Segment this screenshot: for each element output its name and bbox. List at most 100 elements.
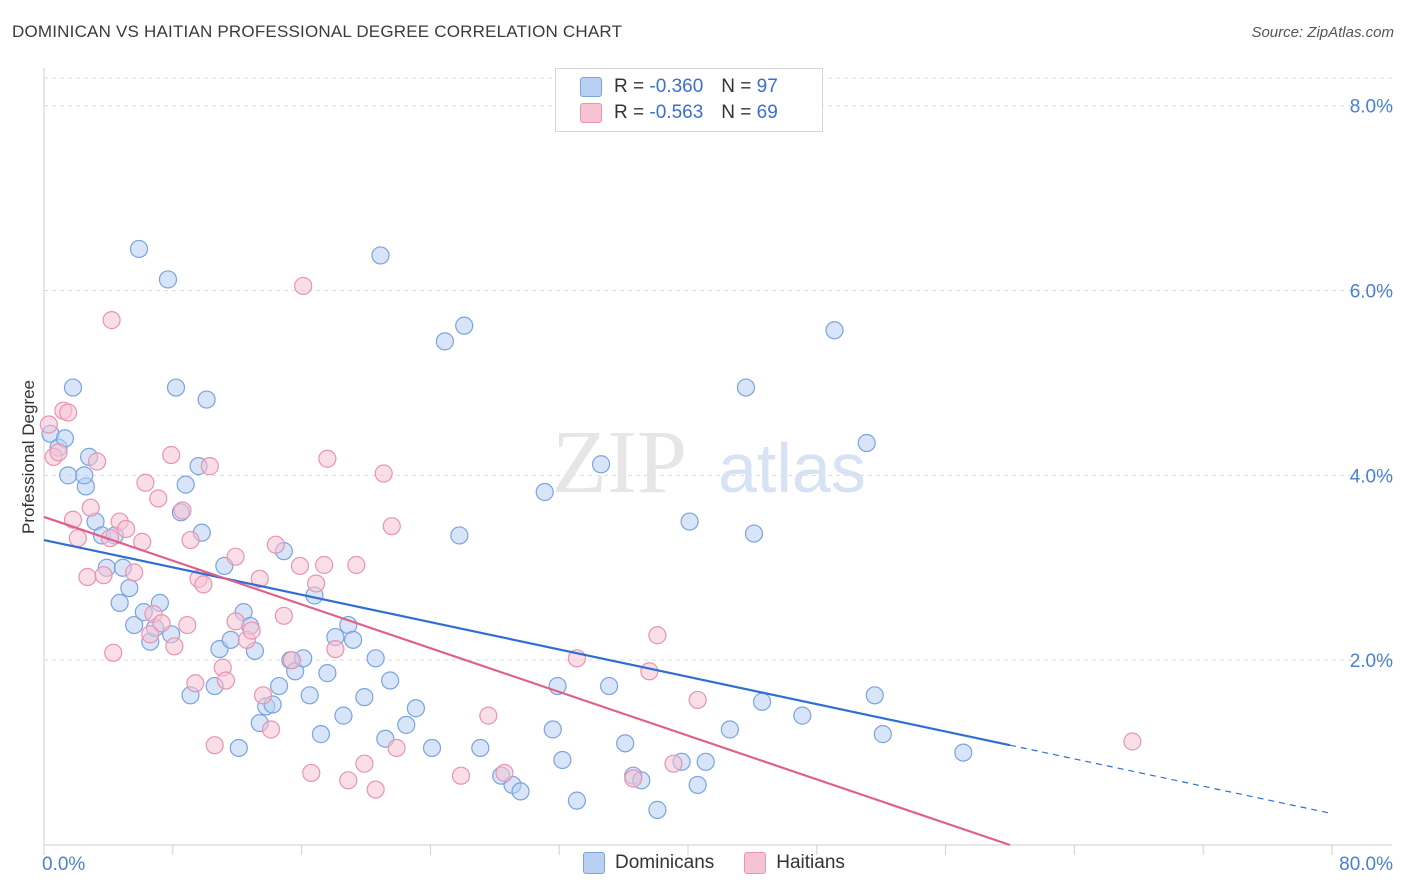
dominican-point <box>197 390 216 409</box>
dominican-point <box>865 686 884 705</box>
dominican-point <box>229 738 248 758</box>
dominican-point <box>591 455 611 474</box>
haitian-point <box>81 498 100 517</box>
haitian-point <box>688 690 707 710</box>
chart-source: Source: ZipAtlas.com <box>1251 24 1394 41</box>
dominican-point <box>543 720 562 739</box>
dominican-point <box>825 321 844 340</box>
haitian-point <box>141 625 160 644</box>
dominican-point <box>600 676 619 696</box>
dominican-point <box>318 664 337 683</box>
dominican-point <box>63 378 83 397</box>
haitian-point <box>366 780 385 799</box>
dominican-point <box>422 738 442 758</box>
haitian-point <box>63 510 83 529</box>
legend-r-label: R = <box>614 76 645 97</box>
haitian-point <box>326 639 345 659</box>
legend-item-dominicans: Dominicans <box>583 852 714 874</box>
haitian-point <box>173 501 192 520</box>
haitian-point <box>479 706 498 725</box>
dominican-point <box>720 720 739 739</box>
haitian-point <box>205 736 224 755</box>
haitian-point <box>178 615 197 635</box>
dominican-point <box>221 630 240 649</box>
haitian-point <box>104 643 123 662</box>
dominican-point <box>371 246 390 265</box>
legend-swatch-haitians <box>744 852 767 874</box>
dominican-point <box>435 332 454 351</box>
dominicans-trend-extension <box>1009 744 1333 815</box>
dominican-point <box>366 649 385 668</box>
dominican-point <box>793 706 812 725</box>
dominican-point <box>648 800 667 819</box>
chart-title: DOMINICAN VS HAITIAN PROFESSIONAL DEGREE… <box>12 22 623 41</box>
haitian-point <box>68 529 87 548</box>
haitian-point <box>226 612 245 631</box>
legend-swatch-dominicans <box>583 852 605 874</box>
haitian-point <box>495 763 514 783</box>
dominican-point <box>954 743 973 762</box>
haitian-point <box>125 563 144 582</box>
haitian-point <box>162 445 181 465</box>
legend-row-haitians: R = -0.563 N = 69 <box>580 100 778 126</box>
dominican-point <box>381 671 400 690</box>
dominican-point <box>355 688 374 707</box>
dominican-point <box>397 715 416 734</box>
haitians-trend-line <box>43 515 1011 847</box>
dominican-point <box>59 466 78 485</box>
haitian-point <box>117 519 136 539</box>
dominicans-points <box>41 239 973 819</box>
haitian-point <box>94 566 113 585</box>
haitian-point <box>339 771 358 790</box>
haitian-point <box>274 606 293 625</box>
watermark-zip: ZIP <box>552 413 687 512</box>
dominican-point <box>110 593 129 612</box>
dominican-point <box>696 752 715 771</box>
haitians-points <box>39 276 1142 799</box>
haitian-point <box>152 614 171 633</box>
haitian-point <box>261 720 281 739</box>
haitian-point <box>181 530 200 550</box>
haitian-point <box>624 769 643 788</box>
dominican-point <box>269 676 289 696</box>
y-tick-label: 2.0% <box>1350 651 1393 672</box>
haitian-point <box>149 489 168 508</box>
haitian-point <box>49 443 68 462</box>
legend-n-value: 69 <box>756 102 778 123</box>
dominican-point <box>75 466 94 485</box>
dominican-point <box>334 706 353 725</box>
dominican-point <box>736 378 756 397</box>
legend-label-haitians: Haitians <box>776 852 845 873</box>
haitian-point <box>648 626 667 645</box>
legend-r-value: -0.563 <box>649 102 704 123</box>
haitian-point <box>78 567 97 587</box>
x-tick-label-min: 0.0% <box>42 854 85 875</box>
dominican-point <box>752 692 772 711</box>
haitian-point <box>664 754 683 773</box>
haitian-point <box>640 662 659 681</box>
y-tick-label: 8.0% <box>1350 97 1393 118</box>
haitian-point <box>266 535 285 554</box>
haitian-point <box>302 763 321 783</box>
x-tick-label-max: 80.0% <box>1339 854 1393 875</box>
y-tick-label: 4.0% <box>1350 466 1393 487</box>
haitian-point <box>282 651 302 670</box>
haitian-point <box>200 457 219 476</box>
haitian-point <box>315 555 334 575</box>
haitian-point <box>318 449 337 468</box>
dominican-point <box>553 750 572 770</box>
haitian-point <box>382 517 401 536</box>
haitian-point <box>1123 732 1142 751</box>
haitian-point <box>194 575 213 594</box>
legend-r-value: -0.360 <box>649 76 704 97</box>
haitian-point <box>39 415 58 434</box>
haitian-point <box>253 686 273 705</box>
legend-label-dominicans: Dominicans <box>615 852 715 873</box>
y-tick-label: 6.0% <box>1350 282 1393 303</box>
gridlines <box>44 77 1392 661</box>
haitian-point <box>250 569 269 588</box>
dominican-point <box>450 526 469 545</box>
haitian-point <box>88 452 107 471</box>
dominican-point <box>166 378 186 397</box>
